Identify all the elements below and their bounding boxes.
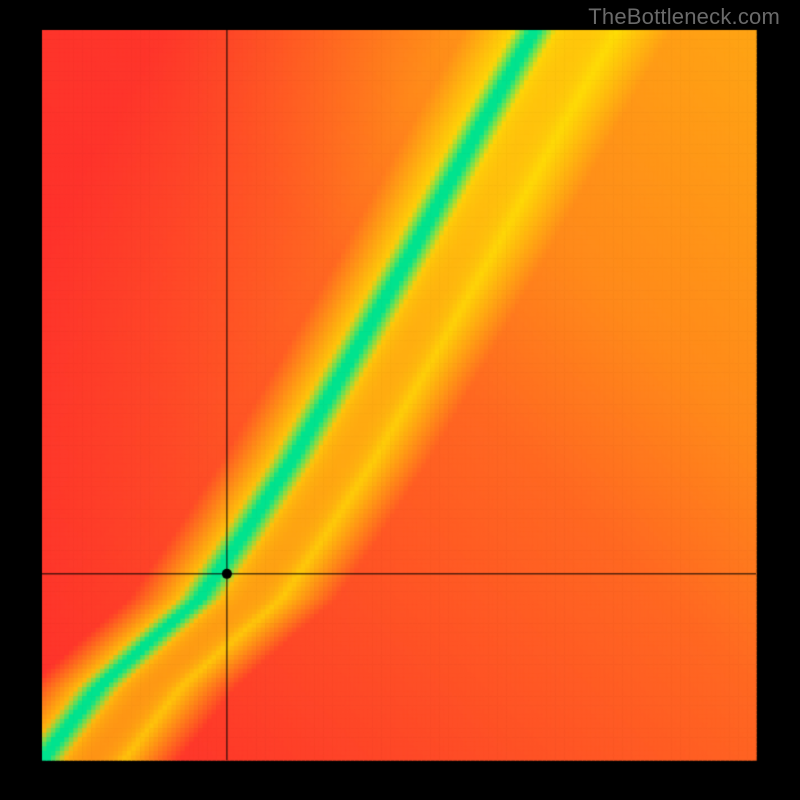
chart-container: TheBottleneck.com: [0, 0, 800, 800]
bottleneck-heatmap: [0, 0, 800, 800]
watermark-text: TheBottleneck.com: [588, 4, 780, 30]
